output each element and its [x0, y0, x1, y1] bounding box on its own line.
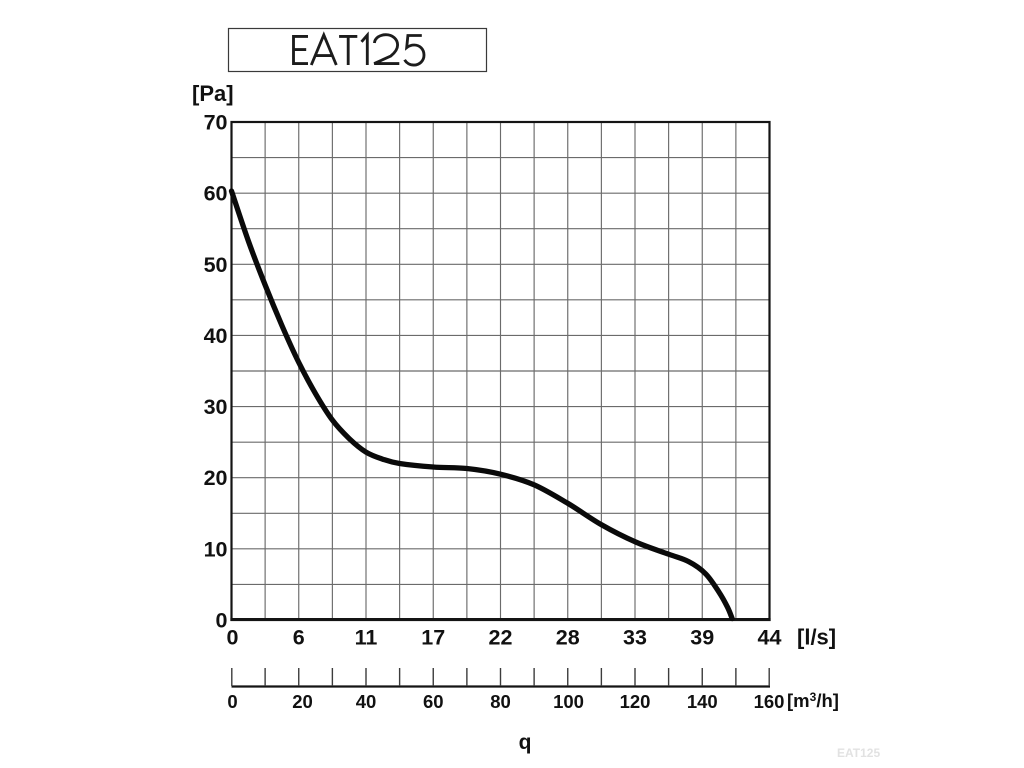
svg-text:0: 0: [227, 691, 237, 712]
svg-text:140: 140: [687, 691, 718, 712]
svg-text:6: 6: [293, 626, 305, 650]
svg-text:80: 80: [490, 691, 511, 712]
svg-text:EAT125: EAT125: [837, 746, 880, 760]
svg-text:40: 40: [356, 691, 377, 712]
svg-text:q: q: [519, 731, 532, 754]
svg-text:[Pa]: [Pa]: [192, 81, 234, 106]
svg-text:17: 17: [421, 626, 445, 650]
svg-text:10: 10: [204, 537, 228, 561]
svg-text:[m3/h]: [m3/h]: [787, 690, 839, 711]
svg-text:39: 39: [690, 626, 714, 650]
svg-text:0: 0: [227, 626, 239, 650]
svg-text:28: 28: [556, 626, 580, 650]
svg-text:60: 60: [204, 182, 228, 206]
svg-text:50: 50: [204, 253, 228, 277]
svg-text:0: 0: [216, 609, 228, 633]
svg-text:70: 70: [204, 111, 228, 135]
svg-text:160: 160: [754, 691, 785, 712]
svg-text:60: 60: [423, 691, 444, 712]
svg-text:30: 30: [204, 395, 228, 419]
svg-text:40: 40: [204, 324, 228, 348]
svg-text:20: 20: [292, 691, 313, 712]
svg-text:100: 100: [553, 691, 584, 712]
svg-text:11: 11: [355, 626, 378, 650]
svg-text:120: 120: [620, 691, 651, 712]
svg-text:20: 20: [204, 466, 228, 490]
svg-text:[l/s]: [l/s]: [797, 625, 836, 650]
svg-text:22: 22: [489, 626, 513, 650]
svg-text:33: 33: [623, 626, 647, 650]
svg-text:44: 44: [758, 626, 782, 650]
